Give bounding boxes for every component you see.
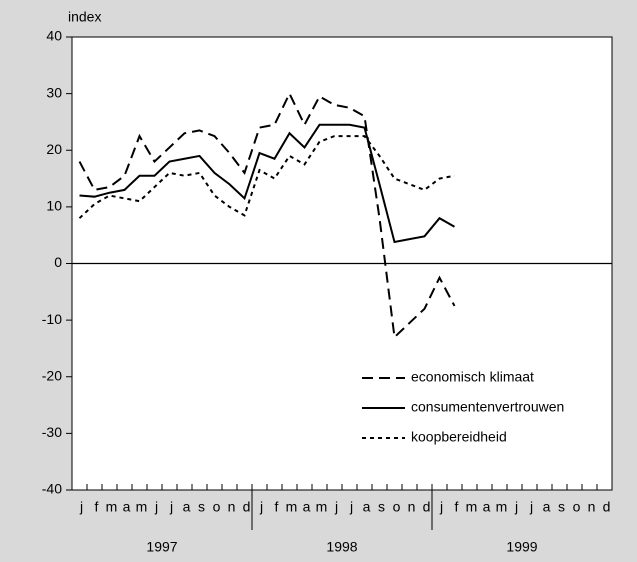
series-line: [78, 135, 455, 219]
x-tick-label: a: [543, 499, 551, 515]
x-tick-label: m: [496, 499, 508, 515]
x-tick-label: j: [169, 499, 173, 515]
x-tick-label: o: [213, 499, 221, 515]
y-tick-label: -40: [42, 481, 62, 497]
x-tick-label: a: [363, 499, 371, 515]
y-axis-label: index: [68, 9, 101, 25]
x-tick-label: s: [378, 499, 385, 515]
x-tick-label: j: [154, 499, 158, 515]
y-tick-label: 20: [46, 141, 62, 157]
y-tick-label: -10: [42, 311, 62, 327]
x-tick-label: n: [588, 499, 596, 515]
x-tick-label: j: [439, 499, 443, 515]
x-tick-label: s: [558, 499, 565, 515]
x-tick-label: d: [423, 499, 431, 515]
x-tick-label: m: [466, 499, 478, 515]
x-tick-label: f: [275, 499, 279, 515]
x-tick-label: a: [123, 499, 131, 515]
x-tick-label: a: [303, 499, 311, 515]
year-label: 1998: [326, 539, 357, 555]
y-tick-label: 30: [46, 84, 62, 100]
x-tick-label: m: [136, 499, 148, 515]
x-tick-label: m: [286, 499, 298, 515]
x-tick-label: d: [243, 499, 251, 515]
x-tick-label: s: [198, 499, 205, 515]
x-tick-label: o: [393, 499, 401, 515]
x-tick-label: j: [529, 499, 533, 515]
x-tick-label: j: [514, 499, 518, 515]
x-tick-label: a: [183, 499, 191, 515]
x-tick-label: m: [316, 499, 328, 515]
series-line: [79, 123, 455, 244]
y-tick-label: 40: [46, 28, 62, 44]
x-tick-label: f: [455, 499, 459, 515]
series-line: [78, 91, 456, 340]
legend-label: koopbereidheid: [411, 429, 507, 445]
year-label: 1997: [146, 539, 177, 555]
x-tick-label: j: [334, 499, 338, 515]
x-tick-label: f: [95, 499, 99, 515]
legend-label: economisch klimaat: [411, 369, 534, 385]
y-tick-label: -30: [42, 424, 62, 440]
x-tick-label: n: [228, 499, 236, 515]
x-tick-label: o: [573, 499, 581, 515]
x-tick-label: d: [603, 499, 611, 515]
x-tick-label: j: [349, 499, 353, 515]
x-tick-label: a: [483, 499, 491, 515]
x-tick-label: m: [106, 499, 118, 515]
y-tick-label: -20: [42, 367, 62, 383]
x-tick-label: j: [259, 499, 263, 515]
x-tick-label: n: [408, 499, 416, 515]
year-label: 1999: [506, 539, 537, 555]
y-tick-label: 0: [54, 254, 62, 270]
legend-label: consumentenvertrouwen: [411, 399, 564, 415]
y-tick-label: 10: [46, 198, 62, 214]
x-tick-label: j: [79, 499, 83, 515]
